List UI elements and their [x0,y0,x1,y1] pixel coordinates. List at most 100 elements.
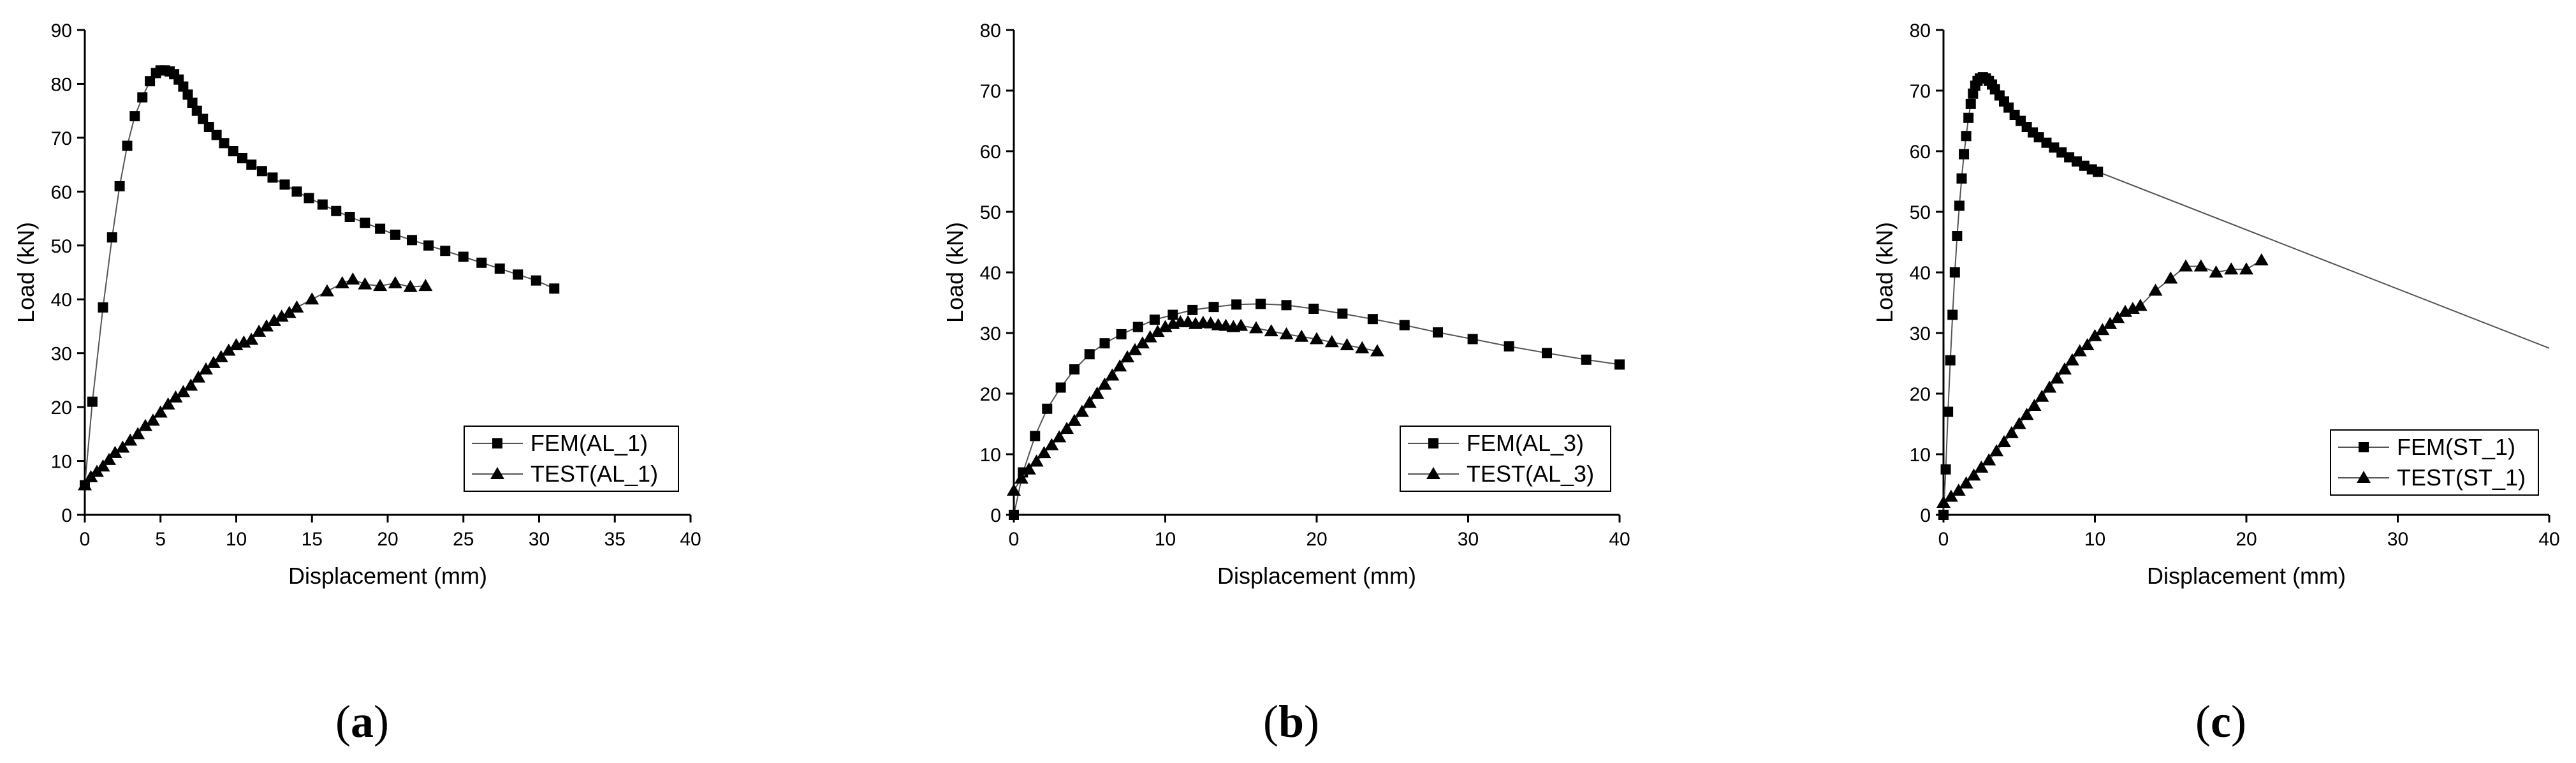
data-point [1943,489,1958,502]
data-point [2163,271,2178,284]
data-point [244,332,259,345]
x-tick-label: 10 [2084,529,2105,550]
data-point [317,199,328,210]
data-point [1943,406,1954,417]
data-point [1542,348,1552,359]
data-point [2133,299,2148,311]
data-point [203,122,214,132]
data-point [256,166,267,177]
data-point [1324,335,1339,348]
y-tick-label: 40 [1910,263,1931,284]
data-point [1308,304,1319,314]
data-point [96,459,110,471]
x-tick-label: 20 [2236,529,2257,550]
data-point [267,314,281,326]
data-point [1279,327,1294,339]
series-TEST(ST_1) [1936,253,2269,508]
legend-marker [2357,471,2371,483]
data-point [346,272,360,285]
legend-entry: FEM(AL_1) [531,430,648,456]
y-tick-label: 20 [51,397,72,419]
legend: FEM(AL_1) TEST(AL_1) [464,426,679,492]
data-point [335,276,349,288]
data-point [1099,338,1110,349]
data-point [176,385,191,397]
data-point [304,193,314,204]
data-point [145,413,160,426]
data-point [1968,88,1979,99]
series-line [1013,321,1378,491]
legend: FEM(AL_3) TEST(AL_3) [1400,426,1611,492]
data-point [2035,389,2049,402]
series-TEST(AL_3) [1007,315,1384,496]
data-point [2072,344,2087,357]
y-tick-label: 60 [980,142,1001,163]
data-point [1954,200,1965,211]
data-point [1952,231,1963,241]
data-point [102,452,116,465]
data-point [198,114,209,124]
data-point [360,218,370,228]
chart-panel-b: 0 10 20 30 40 0 10 20 30 40 50 60 70 80 Displacement (… [942,20,1630,747]
data-point [1961,131,1972,142]
data-point [2065,353,2079,366]
chart-panel-a: 0 5 10 15 20 25 30 35 40 0 10 20 30 40 50 60 70 80 90 Displ… [13,20,701,747]
data-point [2012,417,2026,429]
data-point [1614,359,1625,370]
data-point [1208,302,1219,313]
data-point [2058,362,2072,374]
data-point [191,105,202,116]
legend-entry: TEST(AL_3) [1467,461,1594,487]
data-point [2103,316,2118,329]
legend-box [2330,429,2539,496]
data-point [199,362,213,374]
y-tick-label: 30 [980,323,1001,344]
data-point [267,172,278,183]
legend-entry: FEM(ST_1) [2397,434,2515,460]
y-axis-label: Load (kN) [1871,222,1898,323]
data-point [1467,334,1478,344]
y-tick-label: 80 [1910,20,1931,41]
data-point [2093,167,2104,177]
series-FEM(ST_1) [1938,72,2550,520]
data-point [279,179,290,190]
data-point [214,350,228,362]
data-point [1367,314,1378,325]
chart-panel-c: 0 10 20 30 40 0 10 20 30 40 50 60 70 80 Displacement (… [1871,20,2560,747]
y-tick-label: 90 [51,20,72,41]
data-point [1067,413,1081,426]
data-point [1116,329,1127,339]
data-point [1007,484,1021,496]
data-point [252,324,267,337]
data-point [1310,332,1324,344]
y-tick-label: 10 [980,445,1001,466]
data-point [1936,496,1950,508]
y-axis-label: Load (kN) [942,222,968,323]
data-point [1069,364,1079,374]
data-point [549,283,560,294]
data-point [1132,322,1143,332]
data-point [494,263,505,274]
data-point [291,186,302,197]
data-point [282,306,296,318]
series-line [84,278,426,486]
data-point [1945,355,1956,366]
data-point [1966,468,1981,481]
y-tick-label: 70 [1910,81,1931,102]
panel-label: (b) [1263,696,1319,747]
legend: FEM(ST_1) TEST(ST_1) [2330,429,2539,496]
y-tick-label: 40 [51,290,72,311]
data-point [131,427,145,440]
x-axis-label: Displacement (mm) [2147,563,2346,589]
data-point [184,378,198,391]
data-point [388,276,402,288]
data-point [1234,318,1248,331]
y-tick-label: 70 [51,128,72,149]
data-point [1255,299,1266,309]
series-TEST(AL_1) [78,272,433,491]
data-point [1029,454,1044,467]
data-point [358,277,372,290]
data-point [2179,259,2193,272]
data-point [440,246,451,256]
